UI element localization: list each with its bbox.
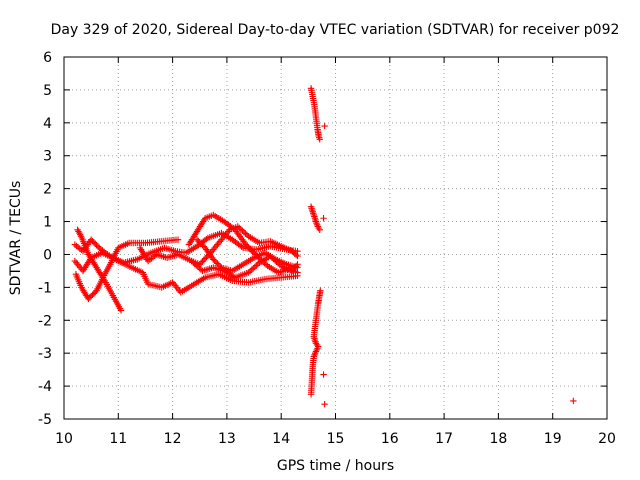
data-point	[321, 122, 328, 130]
data-point	[245, 244, 252, 251]
data-point	[245, 269, 252, 276]
data-point	[292, 251, 300, 259]
data-point	[234, 223, 241, 230]
x-tick-label: 19	[544, 431, 562, 447]
data-points	[71, 85, 577, 408]
x-tick-label: 16	[381, 431, 399, 447]
data-point	[87, 236, 95, 243]
data-point	[246, 245, 254, 253]
data-point	[246, 267, 254, 275]
data-point	[89, 237, 96, 245]
y-tick-label: 6	[43, 50, 52, 66]
y-tick-label: 1	[43, 215, 52, 231]
data-point	[199, 241, 206, 249]
x-tick-label: 18	[489, 431, 507, 447]
data-point	[203, 253, 210, 261]
chart-title: Day 329 of 2020, Sidereal Day-to-day VTE…	[51, 22, 620, 38]
data-point	[90, 290, 98, 297]
data-point	[570, 397, 577, 405]
data-point	[199, 258, 206, 265]
data-point	[261, 259, 268, 267]
data-point	[90, 239, 98, 246]
x-tick-label: 13	[218, 431, 236, 447]
data-point	[196, 261, 203, 268]
y-tick-label: -4	[38, 379, 52, 395]
y-axis-label: SDTVAR / TECUs	[8, 181, 24, 296]
data-point	[87, 292, 95, 300]
data-point	[196, 239, 203, 246]
data-point	[214, 260, 221, 267]
x-axis-label: GPS time / hours	[277, 458, 394, 474]
data-point	[249, 248, 256, 255]
data-point	[211, 257, 218, 264]
data-point	[212, 258, 220, 266]
data-point	[200, 256, 208, 264]
data-point	[236, 224, 243, 232]
data-point	[242, 241, 250, 248]
data-point	[294, 264, 301, 271]
y-tick-label: 2	[43, 182, 52, 198]
data-point	[253, 262, 260, 269]
data-point	[117, 307, 125, 314]
x-tick-label: 14	[272, 431, 290, 447]
data-point	[262, 261, 270, 268]
plot-frame	[63, 56, 608, 420]
data-point	[294, 252, 301, 260]
y-tick-label: -5	[38, 412, 52, 428]
x-tick-label: 20	[598, 431, 616, 447]
data-point	[320, 371, 327, 378]
data-point	[248, 247, 255, 254]
data-point	[242, 230, 249, 237]
data-point	[94, 243, 102, 250]
data-point	[201, 255, 209, 262]
data-point	[259, 258, 267, 265]
data-point	[254, 260, 262, 268]
x-tick-label: 15	[327, 431, 345, 447]
data-point	[193, 236, 201, 243]
data-point	[250, 265, 257, 272]
x-tick-label: 17	[435, 431, 453, 447]
data-point	[89, 291, 96, 298]
data-point	[93, 241, 100, 249]
data-point	[92, 240, 99, 247]
x-tick-label: 12	[164, 431, 182, 447]
data-point	[239, 227, 246, 234]
y-tick-label: 4	[43, 116, 52, 132]
y-tick-label: 5	[43, 83, 52, 99]
y-tick-label: -2	[38, 313, 52, 329]
data-point	[240, 228, 248, 236]
data-point	[251, 263, 259, 271]
data-point	[316, 136, 323, 143]
data-point	[195, 237, 202, 245]
data-point	[85, 295, 92, 303]
data-point	[320, 215, 327, 222]
data-point	[86, 294, 93, 301]
data-point	[237, 226, 245, 233]
data-point	[203, 235, 210, 243]
data-point	[243, 231, 251, 239]
data-point	[210, 256, 217, 263]
data-point	[316, 226, 323, 233]
data-point	[307, 391, 315, 398]
y-tick-label: -1	[38, 280, 52, 296]
data-point	[215, 261, 222, 269]
data-point	[238, 243, 245, 250]
data-point	[244, 242, 251, 250]
y-tick-label: -3	[38, 346, 52, 362]
data-point	[321, 400, 328, 408]
data-point	[174, 236, 182, 243]
data-point	[197, 240, 205, 247]
y-tick-label: 3	[43, 149, 52, 165]
y-tick-label: 0	[43, 247, 52, 263]
data-point	[248, 266, 255, 273]
grid	[64, 57, 607, 419]
x-tick-label: 11	[109, 431, 127, 447]
data-point	[197, 259, 205, 267]
data-point	[258, 257, 265, 264]
x-tick-label: 10	[55, 431, 73, 447]
data-point	[92, 288, 99, 296]
